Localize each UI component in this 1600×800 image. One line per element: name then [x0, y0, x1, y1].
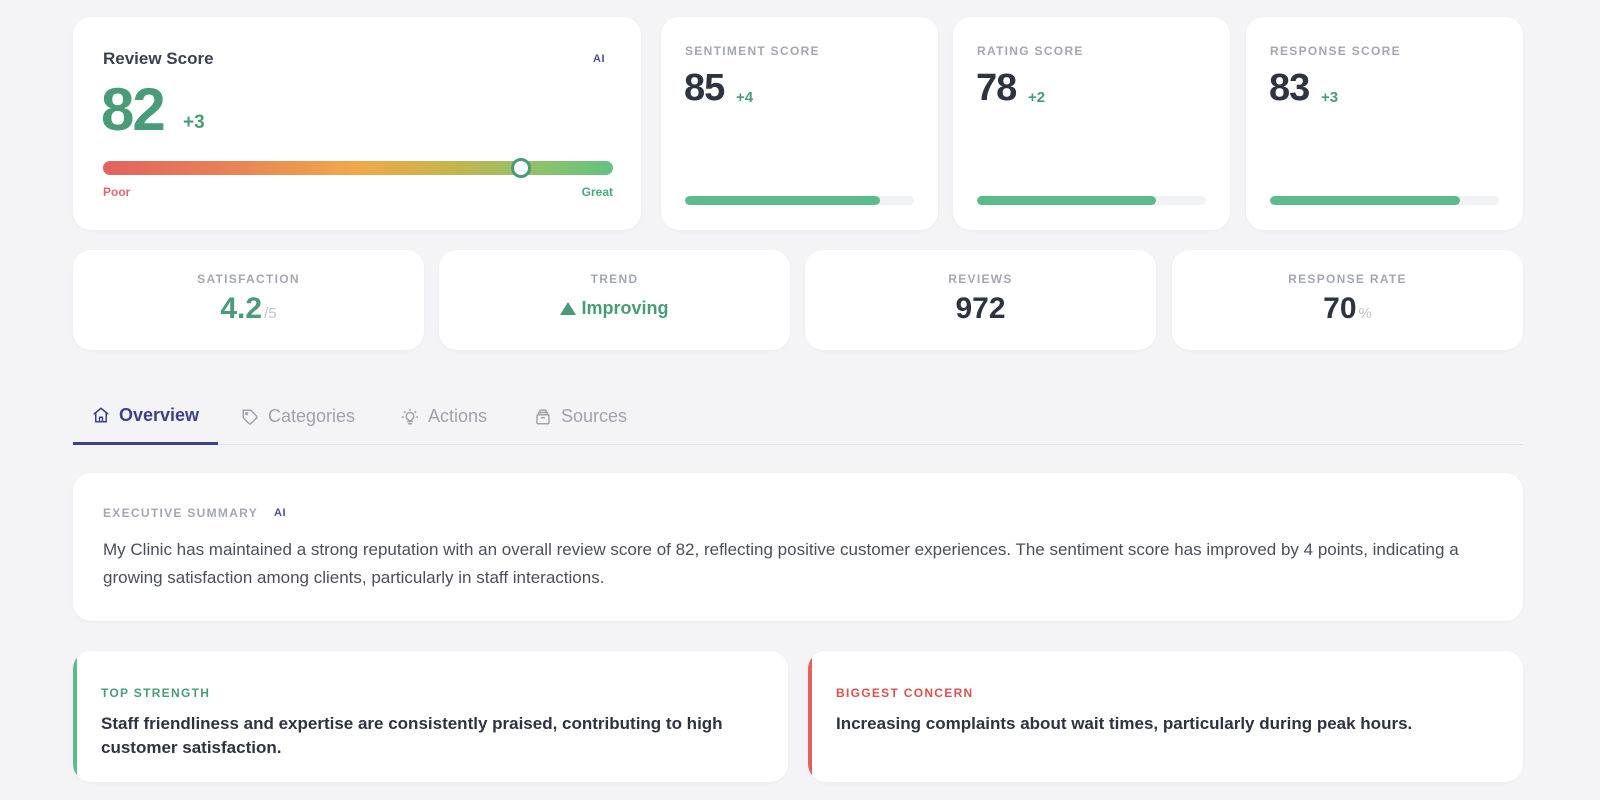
archive-icon — [536, 409, 550, 424]
trend-card: TREND Improving — [439, 250, 790, 350]
ai-badge: AI — [274, 507, 286, 519]
trend-label: TREND — [590, 272, 639, 286]
trend-value-row: Improving — [439, 298, 790, 319]
top-strength-card: TOP STRENGTH Staff friendliness and expe… — [73, 651, 788, 782]
satisfaction-value: 4.2 — [220, 292, 263, 325]
rating-score-card: RATING SCORE 78 +2 — [953, 17, 1230, 230]
home-icon — [93, 407, 109, 423]
trend-up-icon — [560, 302, 577, 315]
response-rate-card: RESPONSE RATE 70% — [1172, 250, 1523, 350]
response-rate-label: RESPONSE RATE — [1288, 272, 1407, 286]
biggest-concern-card: BIGGEST CONCERN Increasing complaints ab… — [808, 651, 1523, 782]
tab-sources[interactable]: Sources — [534, 388, 627, 445]
tab-categories-label: Categories — [268, 406, 356, 426]
tab-actions[interactable]: Actions — [401, 388, 487, 445]
reviews-value: 972 — [955, 292, 1006, 325]
review-score-gauge — [103, 158, 613, 178]
rating-score-delta: +2 — [1028, 89, 1046, 106]
reviews-card: REVIEWS 972 — [805, 250, 1156, 350]
response-score-delta: +3 — [1321, 89, 1339, 106]
rating-score-bar-fill — [977, 196, 1156, 205]
sentiment-score-bar-fill — [685, 196, 880, 205]
response-score-bar-fill — [1270, 196, 1461, 205]
tag-icon — [242, 409, 258, 425]
executive-summary-card: EXECUTIVE SUMMARY AI My Clinic has maint… — [73, 473, 1523, 621]
sentiment-score-delta: +4 — [736, 89, 754, 106]
tab-sources-label: Sources — [561, 406, 628, 426]
tab-actions-label: Actions — [428, 406, 488, 426]
review-score-value: 82 — [101, 76, 166, 143]
tab-overview-label: Overview — [119, 404, 200, 425]
review-score-card: Review Score AI 82 +3 Poor Great — [73, 17, 641, 230]
response-score-label: RESPONSE SCORE — [1270, 44, 1401, 58]
response-score-bar — [1270, 196, 1499, 205]
gauge-high-label: Great — [581, 185, 613, 199]
sentiment-score-bar — [685, 196, 914, 205]
biggest-concern-text: Increasing complaints about wait times, … — [836, 714, 1413, 733]
rating-score-bar — [977, 196, 1206, 205]
tab-categories[interactable]: Categories — [241, 388, 355, 445]
sentiment-score-value: 85 — [684, 67, 725, 109]
response-rate-unit: % — [1358, 305, 1372, 322]
tab-bar: Overview Categories Actions Sources — [73, 388, 1523, 445]
satisfaction-value-row: 4.2/5 — [73, 292, 424, 326]
rating-score-label: RATING SCORE — [977, 44, 1084, 58]
sentiment-score-card: SENTIMENT SCORE 85 +4 — [661, 17, 938, 230]
ai-badge: AI — [593, 53, 605, 65]
lightbulb-icon — [401, 408, 419, 424]
top-strength-label: TOP STRENGTH — [101, 686, 211, 700]
response-rate-value-row: 70% — [1172, 292, 1523, 326]
response-score-card: RESPONSE SCORE 83 +3 — [1246, 17, 1523, 230]
biggest-concern-label: BIGGEST CONCERN — [836, 686, 974, 700]
review-score-delta: +3 — [183, 112, 205, 133]
response-score-value: 83 — [1269, 67, 1310, 109]
gauge-low-label: Poor — [103, 185, 131, 199]
sentiment-score-label: SENTIMENT SCORE — [685, 44, 820, 58]
response-rate-value: 70 — [1323, 292, 1357, 325]
reviews-label: REVIEWS — [948, 272, 1013, 286]
review-score-title: Review Score — [103, 49, 214, 68]
rating-score-value: 78 — [976, 67, 1017, 109]
executive-summary-text: My Clinic has maintained a strong reputa… — [103, 540, 1459, 587]
satisfaction-card: SATISFACTION 4.2/5 — [73, 250, 424, 350]
satisfaction-unit: /5 — [264, 305, 277, 322]
trend-value: Improving — [581, 298, 669, 318]
tab-overview[interactable]: Overview — [73, 388, 219, 445]
satisfaction-label: SATISFACTION — [197, 272, 300, 286]
gauge-indicator — [511, 158, 532, 178]
top-strength-text: Staff friendliness and expertise are con… — [101, 714, 723, 757]
executive-summary-label: EXECUTIVE SUMMARY — [103, 506, 259, 520]
